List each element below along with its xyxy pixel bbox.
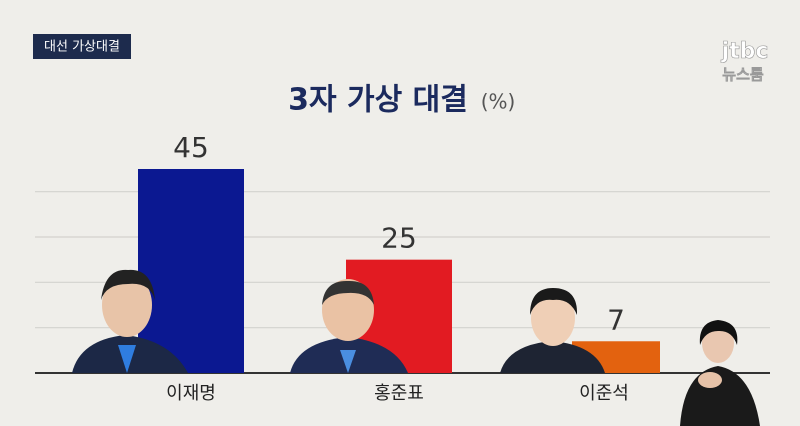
portrait <box>290 279 408 373</box>
value-label: 25 <box>381 222 417 255</box>
unit: (%) <box>481 90 516 114</box>
bar <box>138 169 244 373</box>
chart-title: 3자 가상 대결 <box>288 83 468 118</box>
portrait <box>72 269 188 373</box>
x-tick-label: 홍준표 <box>374 383 424 404</box>
value-label: 45 <box>173 131 209 164</box>
logo-program: 뉴스룸 <box>722 66 764 84</box>
x-tick-label: 이준석 <box>579 383 629 404</box>
portrait <box>500 288 605 373</box>
x-tick-label: 이재명 <box>166 383 216 404</box>
badge-box <box>33 34 131 59</box>
sign-interpreter <box>680 320 760 426</box>
logo-brand: jtbc <box>721 39 769 64</box>
value-label: 7 <box>607 303 625 336</box>
badge: 대선 가상대결 <box>44 40 120 55</box>
